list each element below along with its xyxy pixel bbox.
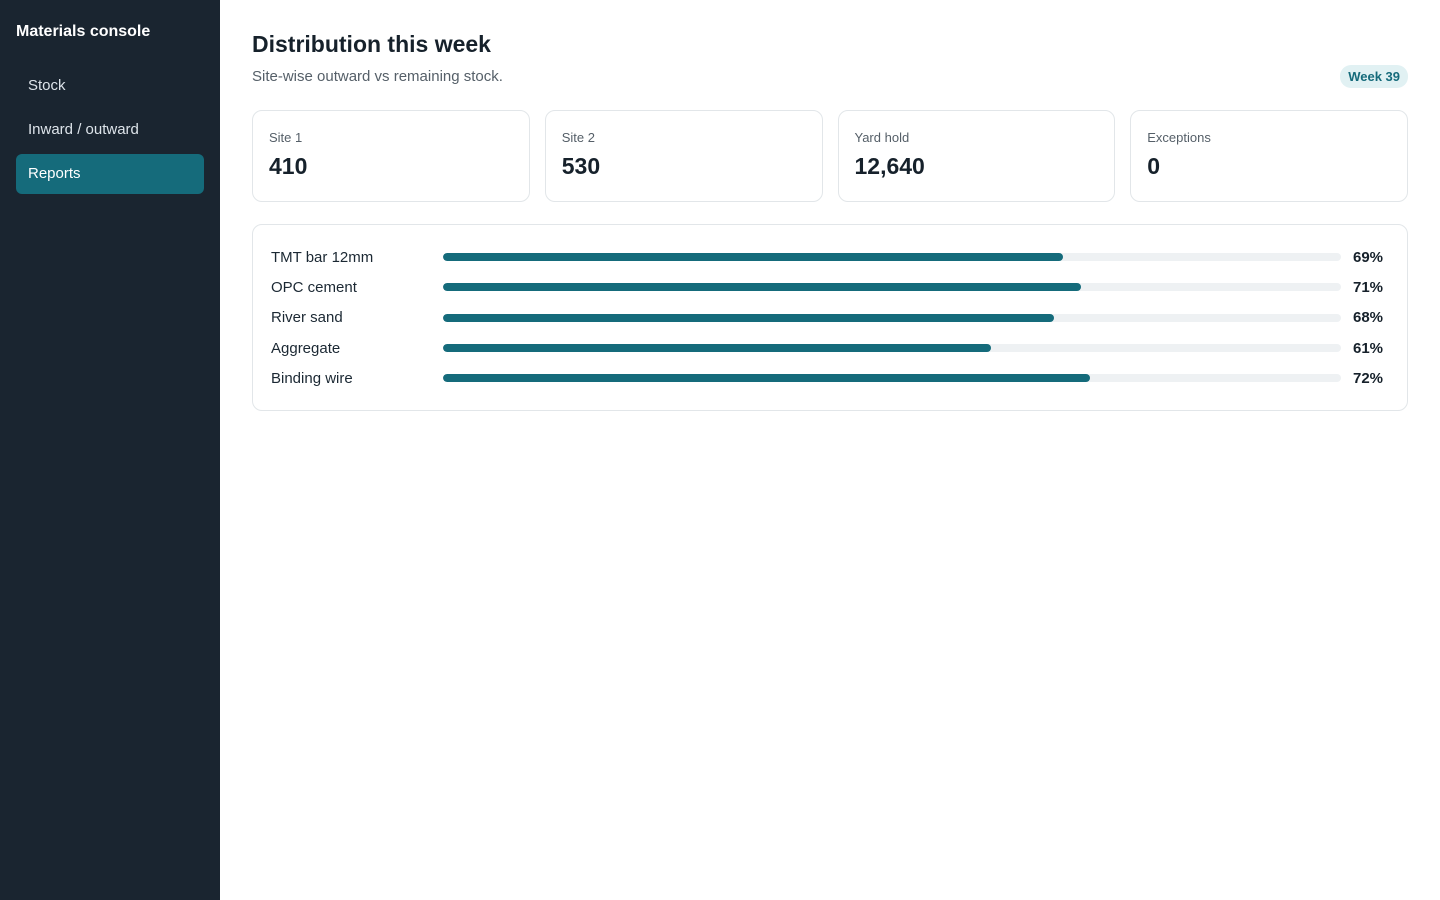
bar-track <box>443 253 1341 262</box>
sidebar: Materials console Stock Inward / outward… <box>0 0 220 900</box>
bar-percent: 69% <box>1353 248 1384 266</box>
stat-value: 0 <box>1147 153 1161 179</box>
stat-label: Yard hold <box>854 130 910 145</box>
bar-row-binding-wire: Binding wire 72% <box>271 363 1389 393</box>
stat-label: Site 2 <box>561 130 595 145</box>
stat-card-site-2: Site 2 530 <box>544 110 823 202</box>
distribution-bars: TMT bar 12mm 69% OPC cement 71% River sa… <box>252 224 1408 412</box>
stat-value: 530 <box>561 153 601 179</box>
stat-value: 12,640 <box>854 153 925 179</box>
bar-label: Aggregate <box>271 339 341 357</box>
bar-row-aggregate: Aggregate 61% <box>271 333 1389 363</box>
bar-row-tmt-bar: TMT bar 12mm 69% <box>271 242 1389 272</box>
stat-card-site-1: Site 1 410 <box>252 110 530 202</box>
bar-fill <box>443 374 1090 383</box>
bar-fill <box>443 313 1054 322</box>
bar-percent: 68% <box>1353 309 1384 327</box>
stat-card-exceptions: Exceptions 0 <box>1130 110 1408 202</box>
bar-fill <box>443 253 1063 262</box>
bar-track <box>443 374 1341 383</box>
week-badge: Week 39 <box>1340 65 1408 88</box>
bar-percent: 61% <box>1353 339 1384 357</box>
stat-label: Site 1 <box>269 130 303 145</box>
bar-track <box>443 283 1341 292</box>
bar-label: OPC cement <box>271 278 357 296</box>
bar-label: River sand <box>271 309 343 327</box>
bar-track <box>443 313 1341 322</box>
stat-label: Exceptions <box>1147 130 1211 145</box>
bar-percent: 71% <box>1353 278 1384 296</box>
bar-track <box>443 344 1341 353</box>
sidebar-item-inward-outward[interactable]: Inward / outward <box>28 121 139 138</box>
stat-cards: Site 1 410 Site 2 530 Yard hold 12,640 E… <box>252 110 1408 202</box>
bar-label: Binding wire <box>271 369 353 387</box>
sidebar-item-stock[interactable]: Stock <box>28 77 66 94</box>
sidebar-item-reports[interactable]: Reports <box>16 154 204 194</box>
page-title: Distribution this week <box>252 31 491 57</box>
main-content: Distribution this week Site-wise outward… <box>220 0 1440 900</box>
bar-row-opc-cement: OPC cement 71% <box>271 272 1389 302</box>
stat-card-yard-hold: Yard hold 12,640 <box>837 110 1116 202</box>
sidebar-nav: Stock Inward / outward Reports <box>16 66 204 194</box>
bar-fill <box>443 344 991 353</box>
bar-fill <box>443 283 1081 292</box>
stat-value: 410 <box>269 153 308 179</box>
bar-row-river-sand: River sand 68% <box>271 303 1389 333</box>
bar-percent: 72% <box>1353 369 1384 387</box>
app-brand: Materials console <box>16 23 151 40</box>
subtitle-row: Site-wise outward vs remaining stock. We… <box>252 65 1408 88</box>
bar-label: TMT bar 12mm <box>271 248 374 266</box>
page-subtitle: Site-wise outward vs remaining stock. <box>252 67 503 85</box>
